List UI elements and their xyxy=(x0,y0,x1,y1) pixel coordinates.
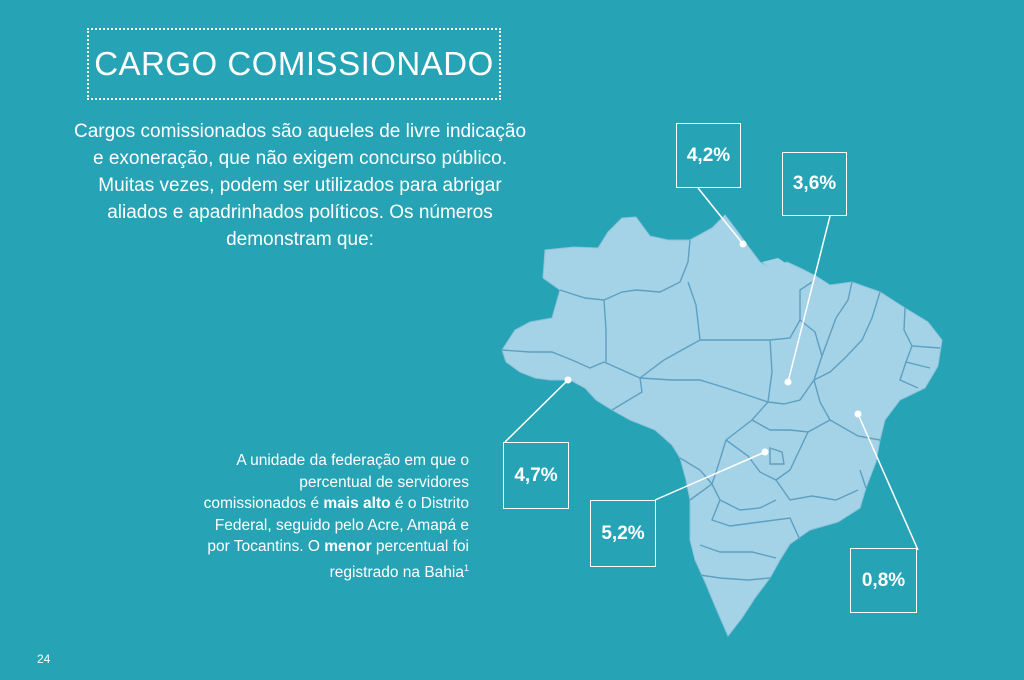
leader-df xyxy=(654,451,766,501)
leader-amapa xyxy=(697,187,744,245)
dot-tocantins xyxy=(784,378,792,386)
dot-acre xyxy=(564,376,572,384)
page-title: CARGO COMISSIONADO xyxy=(94,45,494,82)
callout-acre: 4,7% xyxy=(503,442,569,509)
side-note: A unidade da federação em que o percentu… xyxy=(195,450,469,583)
note-part2: é o Distrito Federal, seguido pelo Acre,… xyxy=(207,495,469,555)
callout-amapa: 4,2% xyxy=(676,123,741,188)
dot-df xyxy=(761,448,769,456)
callout-amapa-value: 4,2% xyxy=(686,144,731,166)
callout-tocantins: 3,6% xyxy=(782,152,847,216)
note-bold1: mais alto xyxy=(323,495,391,512)
page-number: 24 xyxy=(37,652,51,666)
dot-bahia xyxy=(854,410,862,418)
callout-tocantins-value: 3,6% xyxy=(792,173,837,194)
note-part1: A unidade da federação em que o percentu… xyxy=(203,452,469,512)
note-bold2: menor xyxy=(324,538,372,555)
state-borders xyxy=(501,239,941,581)
leader-tocantins xyxy=(787,215,831,383)
footnote-marker: 1 xyxy=(463,562,469,573)
dot-amapa xyxy=(739,240,747,248)
brazil-outline xyxy=(501,214,943,637)
note-part3: percentual foi registrado na Bahia xyxy=(329,538,469,581)
callout-bahia: 0,8% xyxy=(850,548,917,613)
title-box: CARGO COMISSIONADO xyxy=(87,28,501,100)
leader-bahia xyxy=(857,413,919,551)
callout-df-value: 5,2% xyxy=(601,522,645,544)
callout-bahia-value: 0,8% xyxy=(861,569,906,591)
callout-distrito-federal: 5,2% xyxy=(590,500,656,567)
intro-text: Cargos comissionados são aqueles de livr… xyxy=(73,121,527,250)
leader-acre xyxy=(504,379,569,443)
callout-acre-value: 4,7% xyxy=(514,464,558,486)
